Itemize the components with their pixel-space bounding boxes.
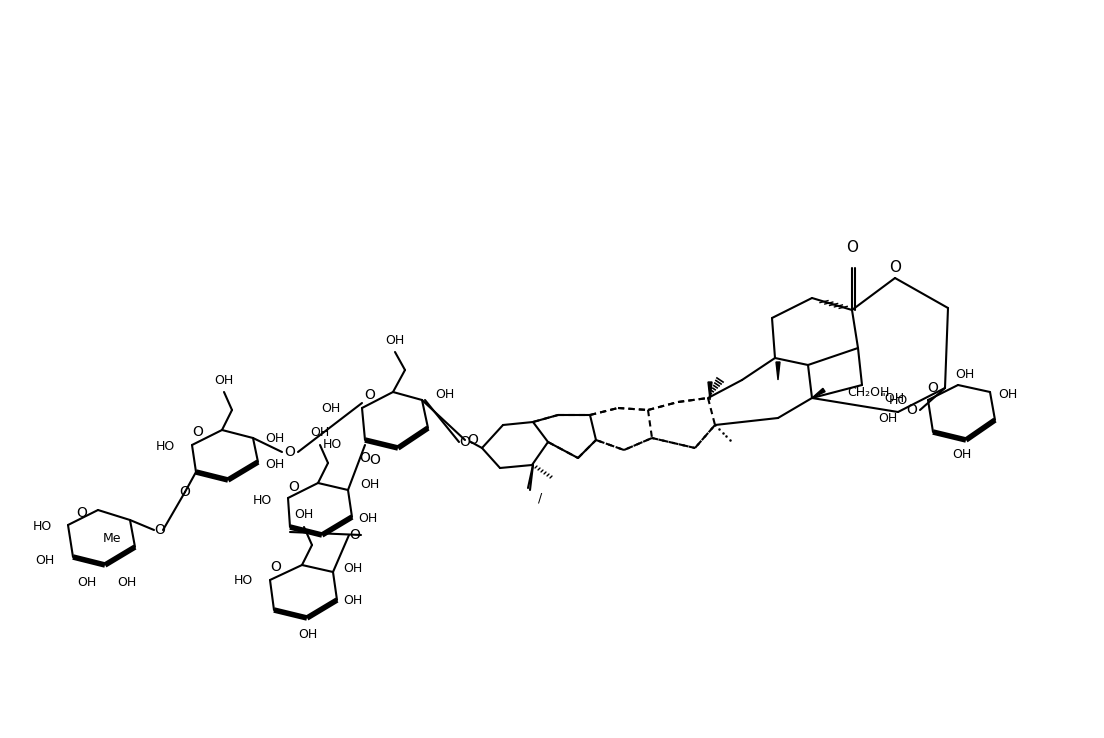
Text: OH: OH <box>310 427 330 440</box>
Polygon shape <box>813 388 825 398</box>
Text: OH: OH <box>955 368 975 382</box>
Text: OH: OH <box>953 449 972 461</box>
Text: "OH: "OH <box>880 391 905 404</box>
Text: OH: OH <box>298 627 318 641</box>
Text: OH: OH <box>214 373 234 387</box>
Text: OH: OH <box>878 412 898 424</box>
Text: O: O <box>180 485 190 499</box>
Text: O: O <box>370 453 381 467</box>
Text: OH: OH <box>265 458 284 472</box>
Text: HO: HO <box>253 494 272 506</box>
Text: OH: OH <box>343 593 362 607</box>
Text: OH: OH <box>998 388 1017 401</box>
Text: O: O <box>459 435 470 449</box>
Text: O: O <box>288 480 299 494</box>
Text: OH: OH <box>35 554 55 567</box>
Polygon shape <box>708 382 712 400</box>
Text: O: O <box>270 560 282 574</box>
Text: OH: OH <box>435 388 454 401</box>
Text: OH: OH <box>77 576 97 588</box>
Polygon shape <box>776 362 781 380</box>
Text: HO: HO <box>156 441 176 453</box>
Text: /: / <box>538 492 542 505</box>
Text: HO: HO <box>33 520 52 533</box>
Text: CH₂OH: CH₂OH <box>847 387 890 399</box>
Text: HO: HO <box>234 574 253 587</box>
Text: O: O <box>192 425 203 439</box>
Text: O: O <box>350 528 360 542</box>
Text: OH: OH <box>265 432 284 444</box>
Text: O: O <box>468 433 478 447</box>
Text: OH: OH <box>295 508 314 522</box>
Text: OH: OH <box>117 576 137 588</box>
Text: OH: OH <box>343 562 362 574</box>
Text: Me: Me <box>103 531 121 545</box>
Text: O: O <box>76 506 87 520</box>
Text: OH: OH <box>385 334 405 347</box>
Text: O: O <box>364 388 375 402</box>
Text: HO: HO <box>322 438 342 452</box>
Text: O: O <box>285 445 296 459</box>
Text: O: O <box>889 261 901 275</box>
Text: OH: OH <box>358 511 378 525</box>
Text: O: O <box>846 241 858 255</box>
Text: O: O <box>927 381 938 395</box>
Text: OH: OH <box>321 401 340 415</box>
Text: O: O <box>360 451 371 465</box>
Text: O: O <box>155 523 166 537</box>
Text: OH: OH <box>360 478 380 492</box>
Text: O: O <box>906 403 917 417</box>
Text: HO: HO <box>889 393 907 407</box>
